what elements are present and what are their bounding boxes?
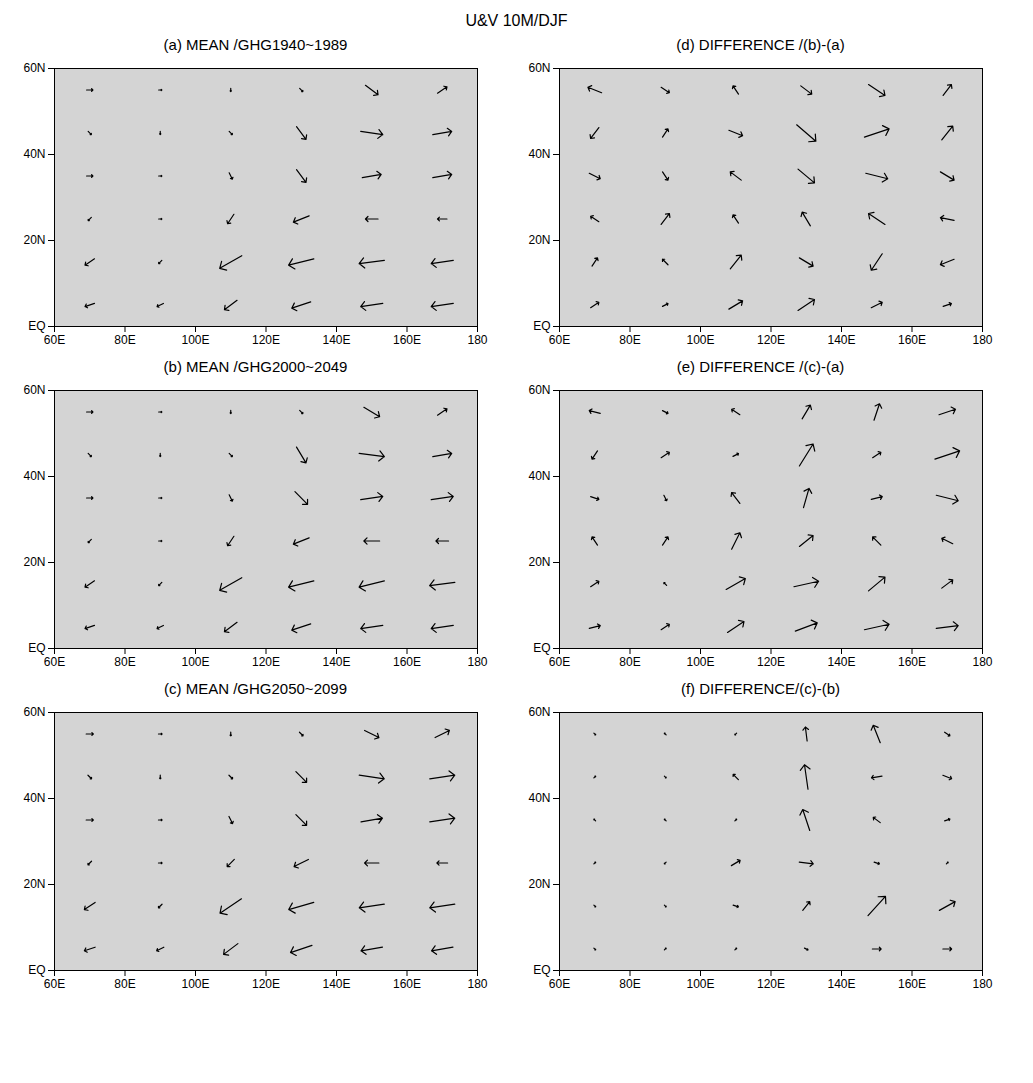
svg-text:160E: 160E: [898, 333, 926, 347]
svg-text:100E: 100E: [181, 977, 209, 991]
svg-text:60E: 60E: [549, 655, 570, 669]
svg-text:40N: 40N: [23, 469, 45, 483]
svg-text:EQ: EQ: [28, 963, 45, 977]
svg-text:180: 180: [467, 333, 487, 347]
svg-text:EQ: EQ: [533, 963, 550, 977]
svg-text:20N: 20N: [23, 233, 45, 247]
svg-text:80E: 80E: [114, 977, 135, 991]
svg-text:20N: 20N: [528, 877, 550, 891]
svg-text:40N: 40N: [23, 147, 45, 161]
svg-text:60N: 60N: [528, 61, 550, 75]
svg-text:EQ: EQ: [533, 641, 550, 655]
svg-text:120E: 120E: [757, 333, 785, 347]
svg-text:180: 180: [972, 655, 992, 669]
svg-text:40N: 40N: [23, 791, 45, 805]
svg-text:80E: 80E: [619, 977, 640, 991]
svg-text:180: 180: [467, 977, 487, 991]
html-text:(b) MEAN /GHG2000~2049: (b) MEAN /GHG2000~2049: [163, 358, 348, 375]
svg-text:140E: 140E: [322, 977, 350, 991]
svg-text:60N: 60N: [528, 383, 550, 397]
svg-text:180: 180: [972, 333, 992, 347]
svg-text:20N: 20N: [23, 877, 45, 891]
svg-text:60N: 60N: [23, 61, 45, 75]
svg-text:40N: 40N: [528, 469, 550, 483]
svg-text:20N: 20N: [528, 233, 550, 247]
svg-text:160E: 160E: [393, 977, 421, 991]
svg-text:60N: 60N: [23, 383, 45, 397]
html-text:U&V 10M/DJF: U&V 10M/DJF: [465, 12, 568, 29]
svg-text:80E: 80E: [114, 655, 135, 669]
svg-text:140E: 140E: [322, 333, 350, 347]
html-text:(d) DIFFERENCE /(b)-(a): (d) DIFFERENCE /(b)-(a): [676, 36, 845, 53]
html-text:(f) DIFFERENCE/(c)-(b): (f) DIFFERENCE/(c)-(b): [680, 680, 841, 697]
svg-text:40N: 40N: [528, 791, 550, 805]
svg-text:140E: 140E: [322, 655, 350, 669]
svg-text:160E: 160E: [393, 333, 421, 347]
svg-text:140E: 140E: [827, 977, 855, 991]
html-text:(a) MEAN /GHG1940~1989: (a) MEAN /GHG1940~1989: [163, 36, 348, 53]
svg-text:EQ: EQ: [28, 319, 45, 333]
svg-text:120E: 120E: [252, 977, 280, 991]
svg-text:60E: 60E: [44, 655, 65, 669]
svg-text:100E: 100E: [181, 655, 209, 669]
svg-text:60E: 60E: [44, 977, 65, 991]
svg-text:20N: 20N: [528, 555, 550, 569]
svg-text:40N: 40N: [528, 147, 550, 161]
svg-text:120E: 120E: [757, 655, 785, 669]
svg-text:120E: 120E: [252, 333, 280, 347]
svg-text:120E: 120E: [252, 655, 280, 669]
html-text:(e) DIFFERENCE /(c)-(a): (e) DIFFERENCE /(c)-(a): [676, 358, 845, 375]
svg-text:EQ: EQ: [28, 641, 45, 655]
svg-text:100E: 100E: [686, 333, 714, 347]
svg-text:60E: 60E: [549, 333, 570, 347]
svg-text:60E: 60E: [549, 977, 570, 991]
svg-text:100E: 100E: [181, 333, 209, 347]
html-text:(c) MEAN /GHG2050~2099: (c) MEAN /GHG2050~2099: [164, 680, 347, 697]
svg-text:80E: 80E: [619, 333, 640, 347]
svg-text:120E: 120E: [757, 977, 785, 991]
svg-text:80E: 80E: [619, 655, 640, 669]
svg-text:60E: 60E: [44, 333, 65, 347]
svg-text:160E: 160E: [898, 977, 926, 991]
svg-text:140E: 140E: [827, 333, 855, 347]
svg-text:160E: 160E: [898, 655, 926, 669]
svg-text:100E: 100E: [686, 655, 714, 669]
svg-text:100E: 100E: [686, 977, 714, 991]
svg-text:EQ: EQ: [533, 319, 550, 333]
svg-text:20N: 20N: [23, 555, 45, 569]
svg-text:140E: 140E: [827, 655, 855, 669]
svg-text:160E: 160E: [393, 655, 421, 669]
svg-text:180: 180: [467, 655, 487, 669]
svg-text:60N: 60N: [528, 705, 550, 719]
svg-text:80E: 80E: [114, 333, 135, 347]
svg-text:60N: 60N: [23, 705, 45, 719]
svg-text:180: 180: [972, 977, 992, 991]
